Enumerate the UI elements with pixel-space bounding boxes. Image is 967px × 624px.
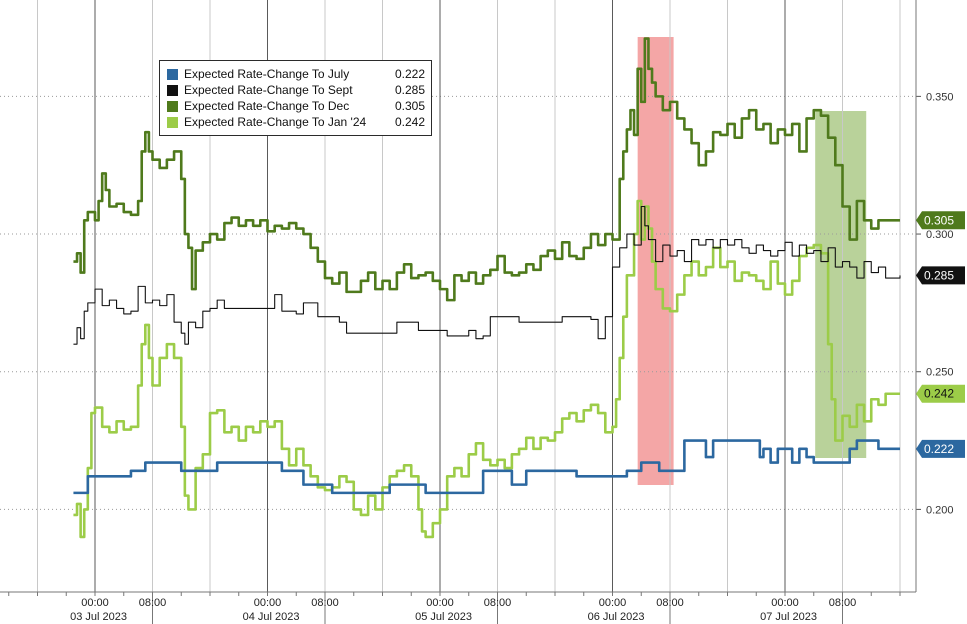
legend-swatch-dec <box>167 100 178 112</box>
end-tag-value: 0.242 <box>924 387 954 401</box>
series-line-sept <box>73 205 901 345</box>
x-tick-label: 00:00 <box>254 597 282 609</box>
series-line-dec <box>73 37 900 302</box>
x-tick-label: 08:00 <box>829 597 857 609</box>
highlight-bands <box>637 37 867 485</box>
legend-swatch-july <box>167 68 178 80</box>
x-day-label: 03 Jul 2023 <box>70 611 127 623</box>
legend-swatch-jan24 <box>167 116 178 128</box>
y-tick-label: 0.200 <box>926 504 954 516</box>
legend-item-jan24: Expected Rate-Change To Jan '24 0.242 <box>167 114 425 130</box>
legend-value: 0.285 <box>394 83 425 97</box>
chart-grid <box>0 0 916 592</box>
x-tick-label: 08:00 <box>311 597 339 609</box>
series-end-labels: 0.222 0.285 0.305 0.242 <box>916 211 965 458</box>
highlight-band <box>815 111 867 458</box>
legend-label: Expected Rate-Change To Dec <box>184 99 350 113</box>
x-tick-label: 08:00 <box>656 597 684 609</box>
legend-swatch-sept <box>167 84 178 96</box>
end-tag-jan24: 0.242 <box>916 384 965 403</box>
series-line-july <box>73 439 900 495</box>
y-tick-label: 0.250 <box>926 367 954 379</box>
legend-label: Expected Rate-Change To Jan '24 <box>184 115 367 129</box>
x-tick-label: 00:00 <box>771 597 799 609</box>
x-tick-label: 08:00 <box>139 597 167 609</box>
x-day-label: 05 Jul 2023 <box>415 611 472 623</box>
end-tag-value: 0.285 <box>924 268 954 282</box>
legend-item-dec: Expected Rate-Change To Dec 0.305 <box>167 98 425 114</box>
y-tick-label: 0.300 <box>926 229 954 241</box>
y-tick-label: 0.350 <box>926 91 954 103</box>
end-tag-value: 0.222 <box>924 442 954 456</box>
chart-series <box>73 37 901 539</box>
end-tag-july: 0.222 <box>916 439 965 458</box>
x-tick-label: 00:00 <box>599 597 627 609</box>
legend-item-july: Expected Rate-Change To July 0.222 <box>167 66 425 82</box>
legend-item-sept: Expected Rate-Change To Sept 0.285 <box>167 82 425 98</box>
end-tag-shape <box>916 211 965 230</box>
chart-legend: Expected Rate-Change To July 0.222 Expec… <box>159 60 432 136</box>
legend-label: Expected Rate-Change To July <box>184 67 350 81</box>
x-day-label: 07 Jul 2023 <box>760 611 817 623</box>
end-tag-shape <box>916 439 965 458</box>
x-tick-label: 08:00 <box>484 597 512 609</box>
x-tick-label: 00:00 <box>426 597 454 609</box>
end-tag-value: 0.305 <box>924 213 954 227</box>
legend-value: 0.222 <box>394 67 425 81</box>
end-tag-dec: 0.305 <box>916 211 965 230</box>
legend-value: 0.242 <box>394 115 425 129</box>
x-day-label: 04 Jul 2023 <box>243 611 300 623</box>
series-line-jan24 <box>73 199 900 539</box>
end-tag-shape <box>916 266 965 285</box>
end-tag-sept: 0.285 <box>916 266 965 285</box>
legend-label: Expected Rate-Change To Sept <box>184 83 353 97</box>
x-tick-label: 00:00 <box>81 597 109 609</box>
x-day-label: 06 Jul 2023 <box>588 611 645 623</box>
end-tag-shape <box>916 384 965 403</box>
legend-value: 0.305 <box>394 99 425 113</box>
